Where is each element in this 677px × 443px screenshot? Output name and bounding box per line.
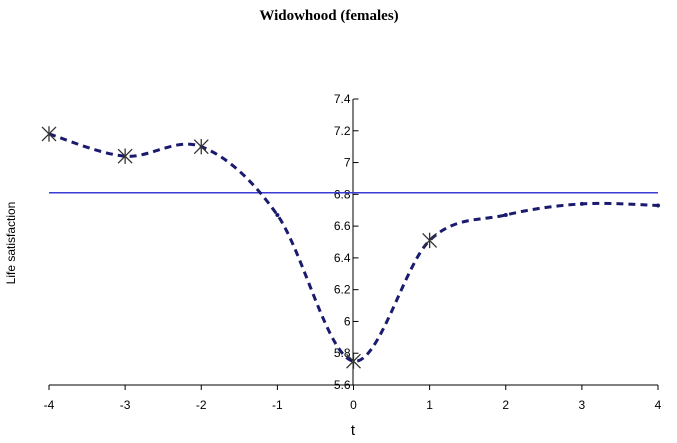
y-tick-label: 7.4 (334, 92, 351, 106)
y-tick-label: 7.2 (334, 124, 351, 138)
x-tick-label: 0 (350, 398, 357, 412)
x-tick-label: 4 (655, 398, 662, 412)
data-point (656, 203, 660, 208)
x-axis-label: t (351, 422, 356, 439)
x-ticks: -4 -3 -2 -1 0 1 2 3 4 (44, 385, 662, 412)
x-tick-label: 1 (426, 398, 433, 412)
x-tick-label: -4 (44, 398, 55, 412)
y-axis-label: Life satisfaction (4, 202, 18, 285)
y-tick-label: 7 (344, 156, 351, 170)
y-ticks: 7.47.276.86.66.46.265.85.6 (334, 92, 359, 392)
x-tick-label: 3 (579, 398, 586, 412)
chart-title: Widowhood (females) (259, 8, 398, 24)
data-point (117, 148, 133, 164)
x-tick-label: -1 (272, 398, 283, 412)
series-group (41, 126, 660, 369)
series-line (48, 132, 659, 363)
y-tick-label: 6.2 (334, 283, 351, 297)
x-tick-label: -2 (196, 398, 207, 412)
y-tick-label: 6.8 (334, 187, 351, 201)
data-point (422, 232, 438, 249)
data-point (41, 126, 57, 142)
data-point (579, 201, 584, 206)
y-tick-label: 5.6 (334, 378, 351, 392)
data-point (346, 353, 361, 369)
data-point (193, 138, 209, 155)
y-tick-label: 6.4 (334, 251, 351, 265)
y-tick-label: 6 (344, 314, 351, 328)
x-tick-label: 2 (502, 398, 509, 412)
x-tick-label: -3 (120, 398, 131, 412)
data-point (275, 212, 280, 217)
data-point (503, 212, 508, 217)
y-tick-label: 6.6 (334, 219, 351, 233)
